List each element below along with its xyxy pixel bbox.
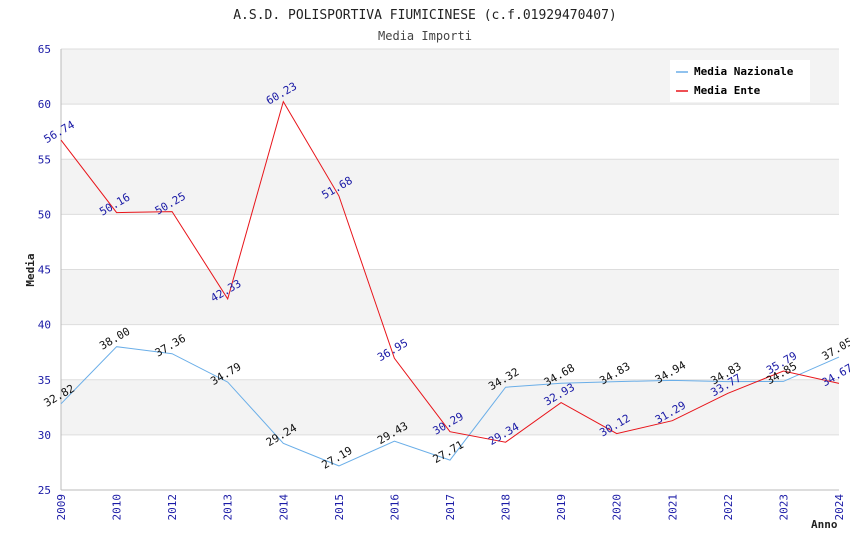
plot-band: [61, 159, 839, 215]
chart-title: A.S.D. POLISPORTIVA FIUMICINESE (c.f.019…: [233, 8, 617, 23]
x-tick-label: 2018: [500, 494, 513, 521]
legend-box: [670, 60, 810, 102]
x-axis-label: Anno: [811, 518, 838, 531]
y-tick-label: 25: [38, 484, 51, 497]
chart-subtitle: Media Importi: [378, 29, 472, 43]
plot-band: [61, 379, 839, 435]
x-tick-label: 2014: [277, 494, 290, 521]
x-tick-label: 2019: [555, 494, 568, 521]
y-tick-label: 60: [38, 98, 51, 111]
plot-band: [61, 214, 839, 270]
x-tick-label: 2021: [666, 494, 679, 521]
x-tick-label: 2009: [55, 494, 68, 521]
series-line-media-nazionale: [60, 346, 840, 467]
x-tick-label: 2022: [722, 494, 735, 521]
x-tick-label: 2016: [388, 494, 401, 521]
x-tick-label: 2020: [611, 494, 624, 521]
x-tick-label: 2024: [833, 494, 846, 521]
legend-label-media-ente: Media Ente: [694, 84, 761, 97]
plot-band: [61, 324, 839, 380]
y-axis-ticks: 25 30 35 40 45 50 55 60 65: [38, 43, 51, 497]
y-tick-label: 50: [38, 208, 51, 221]
series-lines: [60, 100, 840, 467]
plot-band: [61, 269, 839, 325]
y-tick-label: 35: [38, 374, 51, 387]
legend-label-media-nazionale: Media Nazionale: [694, 65, 794, 78]
x-tick-label: 2012: [166, 494, 179, 521]
x-tick-label: 2023: [777, 494, 790, 521]
axes: [60, 49, 839, 491]
x-tick-label: 2017: [444, 494, 457, 521]
y-tick-label: 40: [38, 319, 51, 332]
y-tick-label: 55: [38, 153, 51, 166]
plot-band: [61, 104, 839, 160]
legend: Media Nazionale Media Ente: [670, 60, 810, 102]
x-axis-ticks: 2009 2010 2012 2013 2014 2015 2016 2017 2018 2019…: [55, 494, 846, 521]
y-axis-label: Media: [24, 253, 37, 286]
y-tick-label: 45: [38, 264, 51, 277]
plot-background: [61, 49, 839, 490]
y-tick-label: 30: [38, 429, 51, 442]
series-line-media-ente: [60, 100, 840, 443]
x-tick-label: 2010: [111, 494, 124, 521]
x-tick-label: 2015: [333, 494, 346, 521]
plot-band: [61, 434, 839, 490]
x-tick-label: 2013: [222, 494, 235, 521]
y-tick-label: 65: [38, 43, 51, 56]
